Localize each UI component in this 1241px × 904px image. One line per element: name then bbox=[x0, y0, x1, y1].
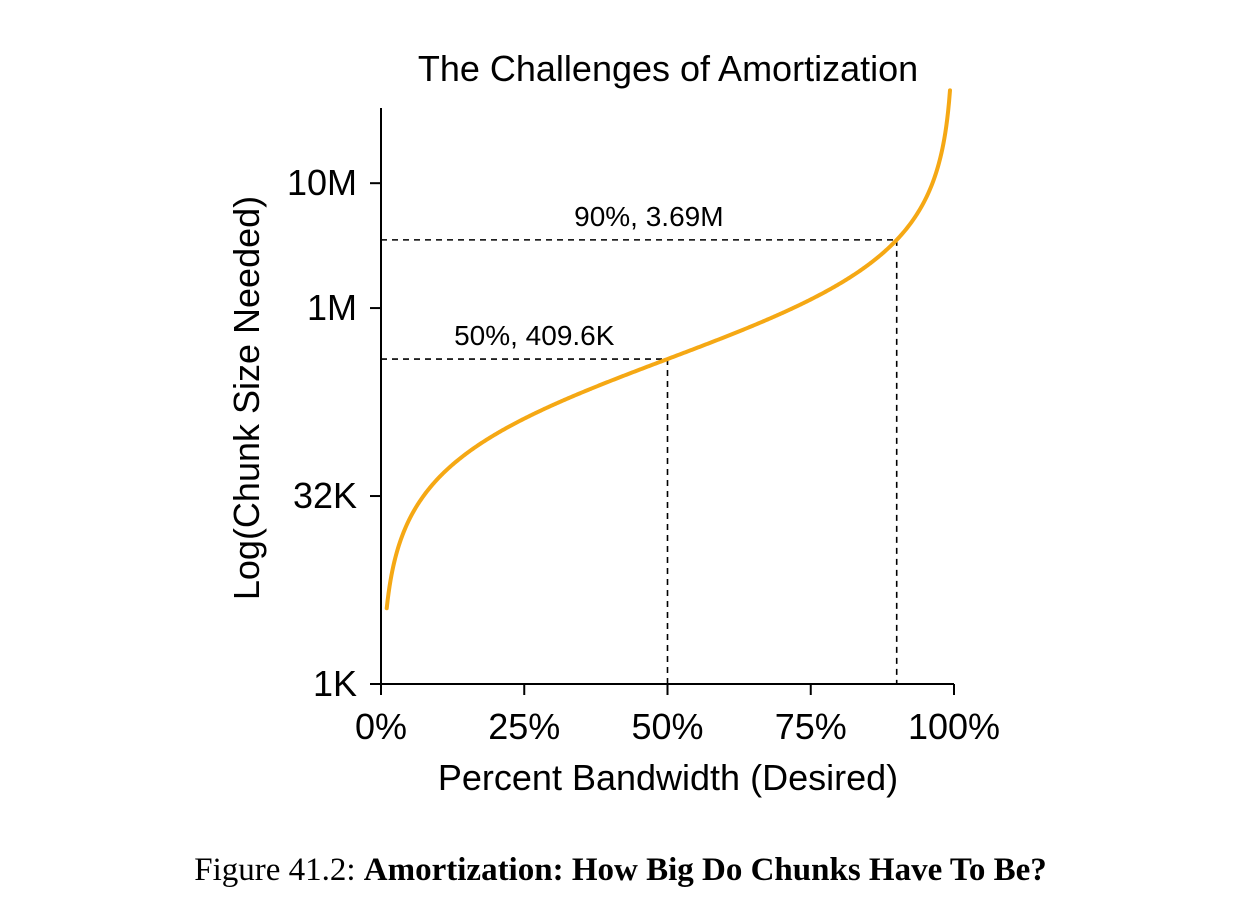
x-ticks: 0% 25% 50% 75% 100% bbox=[355, 684, 1000, 747]
y-tick-label-0: 1K bbox=[313, 663, 357, 704]
caption-prefix: Figure 41.2: bbox=[194, 852, 356, 888]
annotations: 50%, 409.6K 90%, 3.69M bbox=[454, 201, 723, 351]
y-tick-label-2: 1M bbox=[307, 287, 357, 328]
chart-title: The Challenges of Amortization bbox=[418, 48, 918, 89]
x-tick-label-2: 50% bbox=[631, 706, 703, 747]
reference-lines bbox=[381, 239, 898, 684]
x-tick-label-4: 100% bbox=[908, 706, 1000, 747]
annotation-label-1: 90%, 3.69M bbox=[574, 201, 723, 232]
y-tick-label-3: 10M bbox=[287, 162, 357, 203]
annotation-label-0: 50%, 409.6K bbox=[454, 320, 615, 351]
x-tick-label-1: 25% bbox=[488, 706, 560, 747]
x-tick-label-3: 75% bbox=[775, 706, 847, 747]
x-tick-label-0: 0% bbox=[355, 706, 407, 747]
series-line bbox=[384, 88, 952, 611]
y-axis-label: Log(Chunk Size Needed) bbox=[226, 196, 267, 600]
y-tick-label-1: 32K bbox=[293, 475, 357, 516]
figure-caption: Figure 41.2: Amortization: How Big Do Ch… bbox=[0, 852, 1241, 889]
caption-title: Amortization: How Big Do Chunks Have To … bbox=[363, 852, 1047, 888]
y-ticks: 1K 32K 1M 10M bbox=[287, 162, 381, 704]
x-axis-label: Percent Bandwidth (Desired) bbox=[438, 757, 898, 798]
